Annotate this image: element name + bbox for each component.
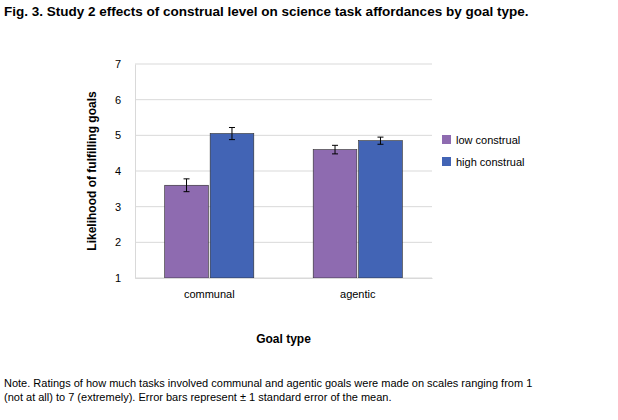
x-axis-title: Goal type (256, 332, 311, 346)
y-axis: 1 2 3 4 5 6 7 (115, 58, 136, 284)
bar (210, 134, 254, 278)
y-tick: 3 (115, 201, 135, 213)
y-tick-label: 7 (115, 58, 121, 70)
x-tick: agentic (340, 278, 376, 300)
legend-swatch (442, 157, 451, 166)
x-tick-label: agentic (340, 288, 376, 300)
y-axis-title: Likelihood of fulfilling goals (85, 91, 99, 251)
y-tick: 4 (115, 165, 135, 177)
bar (165, 185, 209, 278)
x-axis: communal agentic (136, 278, 433, 300)
y-tick-label: 1 (115, 272, 121, 284)
y-tick: 1 (115, 272, 135, 284)
y-tick: 2 (115, 236, 135, 248)
error-bar (377, 137, 383, 144)
y-tick-label: 3 (115, 201, 121, 213)
title: Fig. 3. Study 2 effects of construal lev… (4, 4, 528, 19)
x-axis-line (136, 278, 433, 279)
legend-swatch (442, 135, 451, 144)
legend-label: low construal (456, 134, 520, 146)
error-bar (229, 127, 235, 139)
legend-label: high construal (456, 156, 525, 168)
grid-line (135, 99, 432, 100)
y-tick-label: 4 (115, 165, 121, 177)
legend: low construal high construal (442, 134, 525, 168)
background (0, 0, 618, 420)
note: Note. Ratings of how much tasks involved… (4, 377, 532, 403)
error-bar (184, 179, 190, 192)
y-tick-label: 6 (115, 94, 121, 106)
bar (359, 141, 403, 278)
grid-line (135, 64, 432, 65)
x-tick: communal (184, 278, 235, 300)
y-tick: 6 (115, 94, 135, 106)
bars (165, 127, 403, 278)
y-tick-label: 5 (115, 129, 121, 141)
grid-line (135, 135, 432, 136)
note-line: Note. Ratings of how much tasks involved… (4, 377, 532, 389)
bar (313, 150, 357, 278)
x-tick-label: communal (184, 288, 235, 300)
y-tick: 7 (115, 58, 135, 70)
y-tick-label: 2 (115, 236, 121, 248)
grid (135, 64, 432, 278)
error-bar (332, 145, 338, 154)
y-tick: 5 (115, 129, 135, 141)
y-axis-line (135, 65, 136, 279)
chart: Fig. 3. Study 2 effects of construal lev… (0, 0, 618, 420)
note-line: (not at all) to 7 (extremely). Error bar… (4, 391, 392, 403)
